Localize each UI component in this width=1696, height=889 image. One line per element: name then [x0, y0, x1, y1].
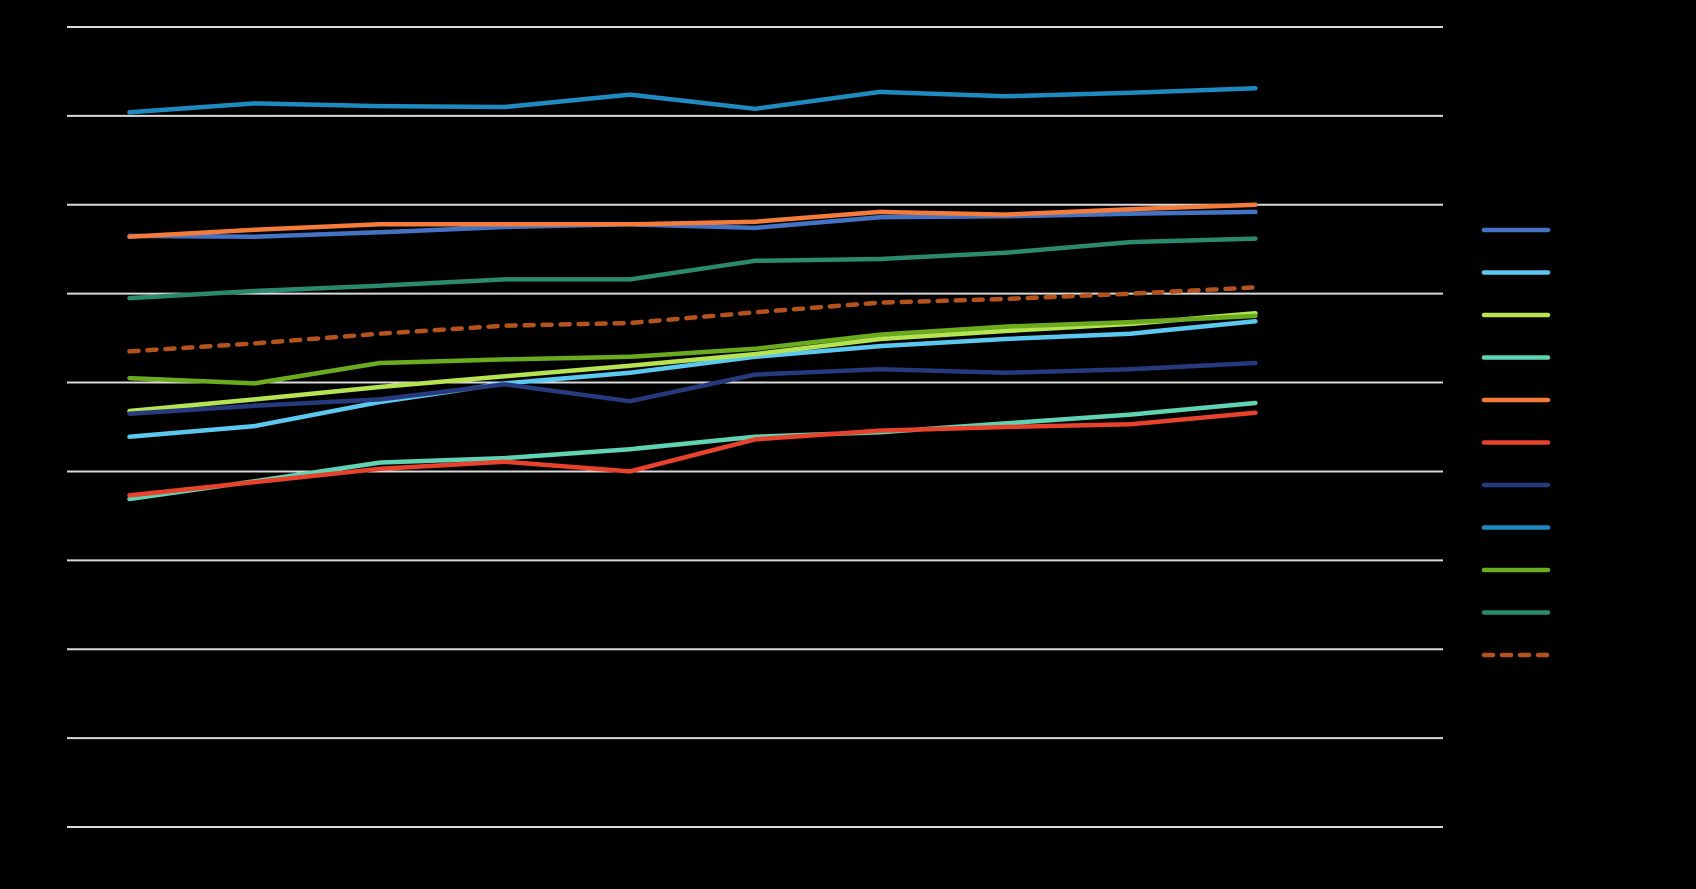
series-line — [127, 400, 1258, 502]
series-line — [127, 285, 1258, 354]
series-line — [127, 310, 1258, 414]
series-line — [127, 202, 1258, 240]
series-line — [127, 209, 1258, 240]
series-line — [127, 360, 1258, 416]
series-line — [127, 318, 1258, 440]
series-line — [127, 410, 1258, 498]
series-line — [127, 86, 1258, 115]
series-line — [127, 236, 1258, 301]
series-line — [127, 313, 1258, 386]
